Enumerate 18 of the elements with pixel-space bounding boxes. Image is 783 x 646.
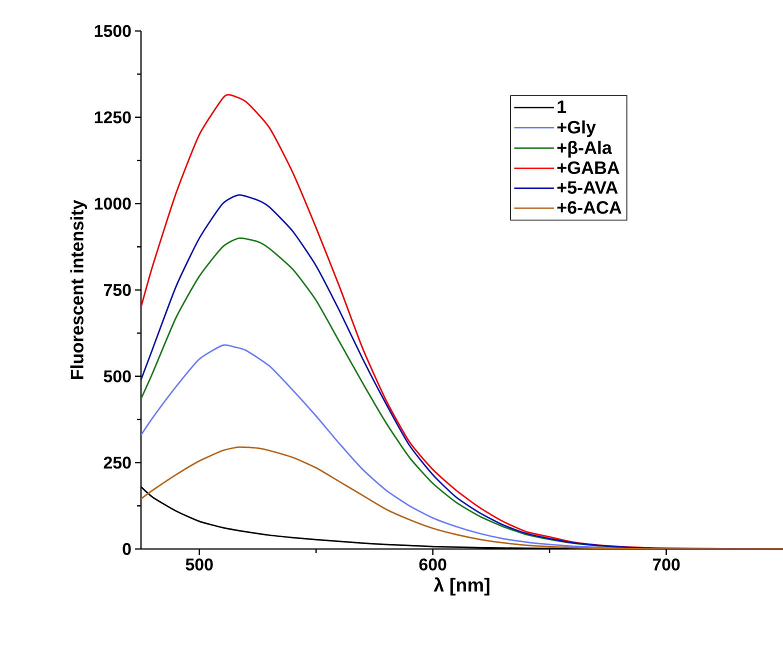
x-tick-label: 700	[652, 558, 680, 570]
y-tick-label: 250	[104, 456, 131, 469]
y-tick-label: 1250	[94, 111, 131, 124]
legend-label: 1	[558, 100, 566, 113]
legend-label: +5-AVA	[557, 181, 618, 194]
x-tick-label: 600	[419, 558, 446, 570]
y-tick-label: 750	[104, 284, 131, 296]
legend-label: +Gly	[557, 120, 596, 138]
legend-label: +β-Ala	[557, 140, 612, 158]
y-axis-title: Fluorescent intensity	[70, 200, 87, 379]
legend-label: +6-ACA	[557, 201, 622, 214]
legend-label: +GABA	[557, 161, 620, 174]
x-tick-label: 500	[186, 558, 213, 570]
y-tick-label: 1500	[94, 24, 131, 37]
y-tick-label: 0	[122, 543, 131, 555]
y-tick-label: 1000	[94, 198, 131, 210]
x-axis-title: λ [nm]	[434, 577, 490, 596]
y-tick-label: 500	[104, 370, 131, 382]
